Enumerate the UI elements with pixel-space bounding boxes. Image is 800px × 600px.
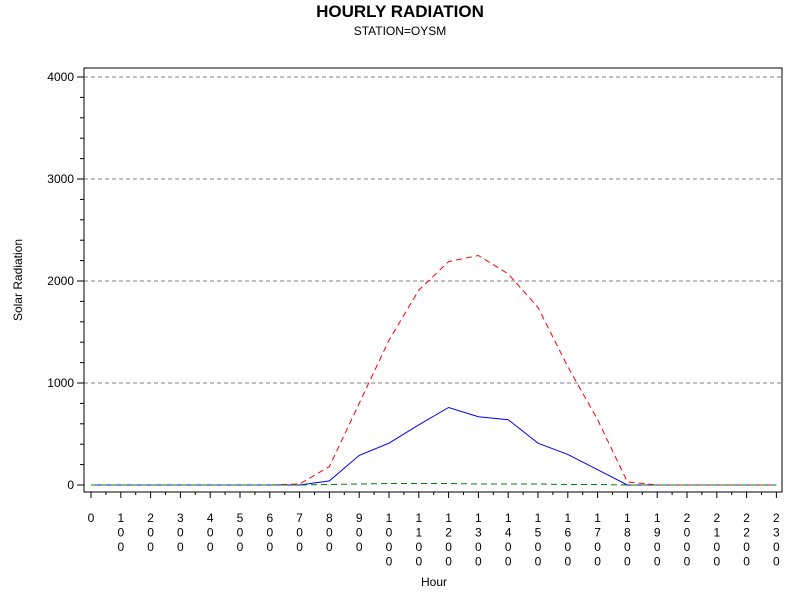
- series-line-2: [91, 254, 777, 486]
- y-tick-label: 1000: [47, 376, 74, 390]
- plot-frame: [83, 67, 783, 493]
- x-axis-label: Hour: [421, 575, 447, 589]
- series-layer: [91, 254, 777, 486]
- grid-lines: [84, 76, 782, 384]
- y-axis: 0 1000 2000 3000 4000: [47, 70, 84, 492]
- chart-subtitle: STATION=OYSM: [354, 24, 447, 38]
- y-tick-label: 0: [67, 478, 74, 492]
- chart-title: HOURLY RADIATION: [316, 2, 484, 21]
- x-tick-label: 0: [88, 511, 95, 525]
- y-axis-label: Solar Radiation: [11, 239, 25, 321]
- series-line-3: [91, 483, 777, 486]
- x-axis: 0 1 0 0 2 0 0 3 0 0 4 0 0 5 0 0 6 0 0 7 0 0 8 0 0 9 0 0 1 0 0 0 1 1 0 0 1 2 0 0…: [88, 492, 780, 569]
- y-tick-label: 3000: [47, 172, 74, 186]
- y-tick-label: 2000: [47, 274, 74, 288]
- series-line-1: [91, 406, 777, 486]
- y-tick-label: 4000: [47, 70, 74, 84]
